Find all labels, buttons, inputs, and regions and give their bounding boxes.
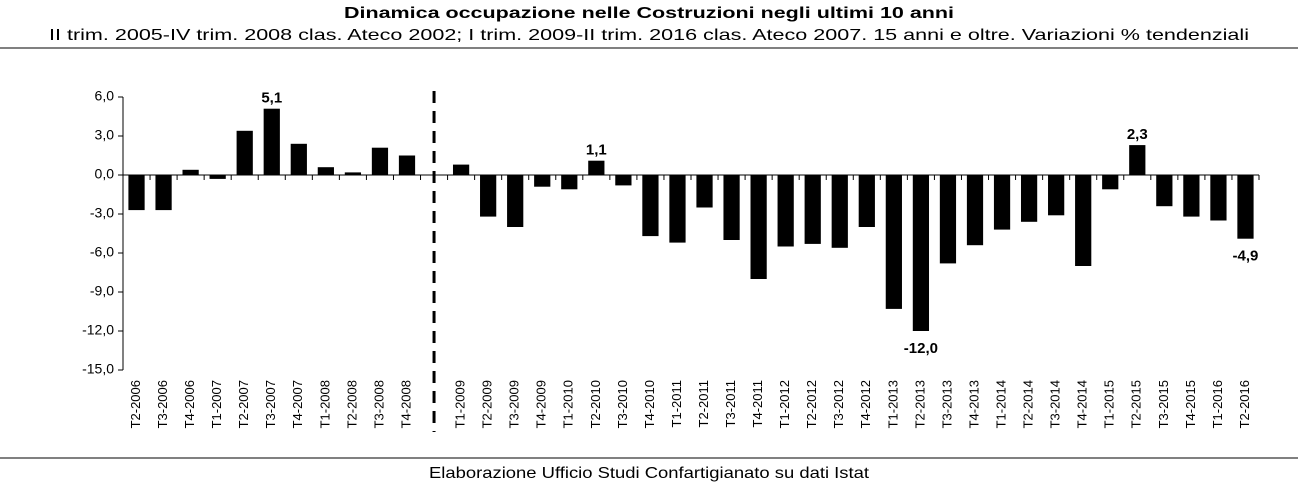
x-tick-label: T3-2009 — [507, 380, 522, 428]
x-tick-label: T3-2010 — [615, 380, 630, 428]
bar — [993, 175, 1011, 230]
y-tick-label: 6,0 — [95, 88, 115, 104]
x-tick-label: T1-2016 — [1210, 380, 1225, 428]
x-tick-label: T3-2011 — [723, 380, 738, 427]
bar — [804, 175, 821, 244]
x-tick-label: T4-2011 — [750, 380, 765, 427]
x-tick-label: T3-2015 — [1156, 380, 1171, 428]
bar — [1129, 145, 1146, 175]
x-tick-label: T2-2010 — [588, 380, 603, 428]
x-tick-label: T3-2013 — [939, 380, 954, 428]
bar — [290, 143, 307, 175]
x-tick-label: T3-2012 — [831, 380, 846, 428]
x-tick-label: T2-2007 — [236, 380, 251, 428]
value-label: -12,0 — [904, 340, 938, 357]
bar — [480, 175, 497, 217]
value-label: 1,1 — [586, 142, 607, 159]
value-label: 2,3 — [1127, 126, 1148, 143]
x-tick-label: T2-2012 — [804, 380, 819, 428]
x-tick-label: T2-2016 — [1237, 380, 1252, 428]
y-tick-label: -15,0 — [82, 361, 114, 377]
bar — [1075, 175, 1092, 266]
x-tick-label: T1-2014 — [993, 380, 1008, 428]
bar — [615, 175, 632, 186]
bar — [155, 175, 172, 211]
x-tick-label: T4-2009 — [534, 380, 549, 428]
bar — [669, 175, 686, 243]
bar — [371, 147, 389, 175]
x-tick-label: T4-2013 — [966, 380, 981, 428]
bar — [236, 130, 253, 175]
bar — [750, 175, 767, 279]
x-tick-label: T4-2007 — [290, 380, 305, 428]
x-tick-label: T4-2010 — [642, 380, 657, 428]
value-label: -4,9 — [1233, 248, 1259, 265]
bar — [209, 175, 226, 179]
x-tick-label: T2-2009 — [480, 380, 495, 428]
bar — [561, 175, 578, 190]
y-tick-label: -9,0 — [90, 283, 114, 299]
x-tick-label: T2-2013 — [912, 380, 927, 428]
value-label: 5,1 — [261, 90, 282, 107]
x-tick-label: T1-2013 — [885, 380, 900, 428]
bar — [1156, 175, 1173, 207]
x-tick-label: T2-2006 — [128, 380, 143, 428]
bar — [344, 172, 362, 175]
bar — [452, 164, 470, 175]
bar — [1102, 175, 1119, 190]
x-tick-label: T4-2008 — [398, 380, 413, 428]
bar — [1210, 175, 1227, 221]
bar — [777, 175, 794, 247]
y-tick-label: -12,0 — [82, 322, 114, 338]
y-tick-label: -6,0 — [90, 244, 114, 260]
x-tick-label: T4-2015 — [1183, 380, 1198, 428]
x-tick-label: T1-2008 — [317, 380, 332, 428]
bar — [1237, 175, 1254, 239]
x-tick-label: T3-2007 — [263, 380, 278, 428]
x-tick-label: T1-2015 — [1102, 380, 1117, 428]
chart-subtitle: II trim. 2005-IV trim. 2008 clas. Ateco … — [49, 27, 1249, 44]
bar — [696, 175, 713, 208]
bar — [263, 108, 280, 175]
x-tick-label: T2-2014 — [1021, 380, 1036, 428]
y-tick-label: 3,0 — [95, 127, 115, 143]
x-tick-label: T1-2011 — [669, 380, 684, 427]
bar — [912, 175, 930, 331]
x-tick-label: T3-2008 — [371, 380, 386, 428]
bar — [966, 175, 984, 246]
bar — [642, 175, 659, 237]
x-tick-label: T4-2014 — [1075, 380, 1090, 428]
bar — [1020, 175, 1038, 222]
x-tick-label: T2-2011 — [696, 380, 711, 427]
bar — [588, 160, 605, 175]
x-tick-label: T1-2007 — [209, 380, 224, 428]
y-tick-label: 0,0 — [95, 166, 115, 182]
x-tick-label: T1-2010 — [561, 380, 576, 428]
bar — [831, 175, 848, 248]
x-tick-label: T2-2008 — [344, 380, 359, 428]
bar — [885, 175, 902, 309]
x-tick-label: T3-2006 — [155, 380, 170, 428]
bar — [507, 175, 524, 227]
x-tick-label: T1-2012 — [777, 380, 792, 428]
y-tick-label: -3,0 — [90, 205, 114, 221]
bar — [128, 175, 145, 211]
x-tick-label: T4-2012 — [858, 380, 873, 428]
bar — [398, 155, 416, 175]
bar — [317, 167, 334, 175]
x-tick-label: T4-2006 — [182, 380, 197, 428]
bar — [1048, 175, 1065, 216]
bar — [182, 169, 199, 175]
bar — [723, 175, 740, 240]
bar — [939, 175, 957, 264]
bar — [858, 175, 875, 227]
x-tick-label: T1-2009 — [453, 380, 468, 428]
x-tick-label: T2-2015 — [1129, 380, 1144, 428]
source-note: Elaborazione Ufficio Studi Confartigiana… — [429, 465, 870, 482]
chart-title: Dinamica occupazione nelle Costruzioni n… — [344, 5, 954, 22]
bar — [534, 175, 551, 187]
bar — [1183, 175, 1200, 217]
x-tick-label: T3-2014 — [1048, 380, 1063, 428]
